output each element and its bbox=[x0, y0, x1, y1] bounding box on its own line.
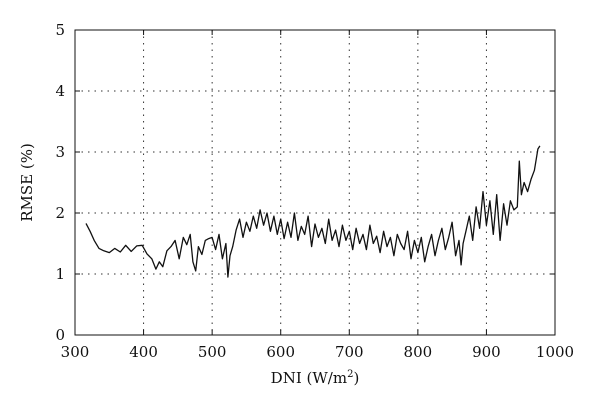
x-tick-label: 600 bbox=[266, 343, 295, 361]
axis-ticks bbox=[74, 29, 556, 336]
x-tick-label: 300 bbox=[61, 343, 90, 361]
x-tick-label: 900 bbox=[472, 343, 501, 361]
series-layer bbox=[85, 145, 541, 278]
y-tick-label: 5 bbox=[55, 21, 65, 39]
x-tick-label: 1000 bbox=[536, 343, 574, 361]
y-tick-label: 0 bbox=[55, 326, 65, 344]
plot-frame bbox=[74, 29, 556, 336]
x-tick-label: 400 bbox=[129, 343, 158, 361]
x-axis-label-superscript: 2 bbox=[347, 369, 353, 380]
x-tick-label: 800 bbox=[404, 343, 433, 361]
x-axis-label-main: DNI (W/m bbox=[271, 369, 347, 387]
y-tick-label: 3 bbox=[55, 143, 65, 161]
x-tick-labels: 300 400 500 600 700 800 900 1000 bbox=[61, 343, 574, 361]
y-tick-labels: 0 1 2 3 4 5 bbox=[55, 21, 65, 344]
y-tick-label: 1 bbox=[55, 265, 65, 283]
x-axis-label-end: ) bbox=[353, 369, 359, 387]
x-axis-label: DNI (W/m2) bbox=[271, 369, 360, 387]
y-tick-label: 2 bbox=[55, 204, 65, 222]
y-tick-label: 4 bbox=[55, 82, 65, 100]
rmse-series-line bbox=[85, 145, 541, 278]
x-tick-label: 500 bbox=[198, 343, 227, 361]
x-tick-label: 700 bbox=[335, 343, 364, 361]
y-axis-label: RMSE (%) bbox=[18, 143, 36, 222]
grid-lines bbox=[75, 30, 555, 335]
